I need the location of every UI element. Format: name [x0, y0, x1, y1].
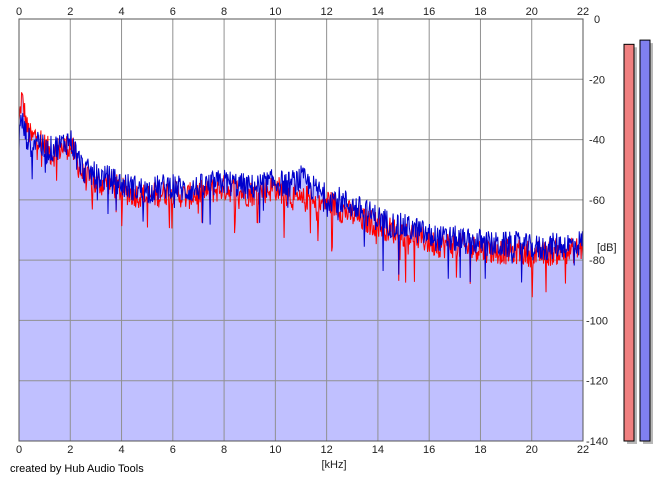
x-tick-label-top: 16: [423, 6, 435, 18]
x-tick-label-top: 14: [372, 6, 384, 18]
x-tick-label-top: 8: [221, 6, 227, 18]
x-tick-label-bottom: 4: [118, 444, 124, 456]
spectrum-area: [19, 92, 583, 441]
footer-credit: created by Hub Audio Tools: [10, 463, 144, 475]
y-tick-label: -120: [586, 376, 608, 388]
y-axis-label: [dB]: [597, 242, 617, 254]
level-meters: [623, 39, 653, 444]
x-tick-label-bottom: 20: [526, 444, 538, 456]
y-tick-label: -80: [589, 255, 605, 267]
y-tick-label: -100: [586, 315, 608, 327]
x-tick-label-top: 0: [16, 6, 22, 18]
x-tick-label-bottom: 10: [269, 444, 281, 456]
x-tick-label-top: 4: [118, 6, 124, 18]
x-tick-label-bottom: 2: [67, 444, 73, 456]
x-tick-label-bottom: 6: [170, 444, 176, 456]
x-tick-label-bottom: 18: [474, 444, 486, 456]
x-tick-label-top: 2: [67, 6, 73, 18]
y-tick-label: 0: [594, 14, 600, 26]
x-axis-label: [kHz]: [321, 459, 346, 471]
y-tick-label: -20: [589, 74, 605, 86]
x-tick-label-bottom: 8: [221, 444, 227, 456]
y-tick-label: -40: [589, 135, 605, 147]
level-meter-left: [623, 43, 635, 442]
series-line-blue: [18, 113, 584, 283]
plot-frame: [18, 18, 584, 442]
x-tick-label-top: 18: [474, 6, 486, 18]
x-tick-label-top: 12: [321, 6, 333, 18]
x-tick-label-bottom: 16: [423, 444, 435, 456]
x-tick-label-bottom: 22: [577, 444, 589, 456]
x-tick-label-top: 10: [269, 6, 281, 18]
x-tick-label-bottom: 0: [16, 444, 22, 456]
x-tick-label-bottom: 14: [372, 444, 384, 456]
y-tick-label: -140: [586, 436, 608, 448]
y-tick-labels: 0 -20 -40 -60 -80 -100 -120 -140: [586, 14, 608, 448]
x-tick-label-bottom: 12: [321, 444, 333, 456]
x-tick-label-top: 20: [526, 6, 538, 18]
x-tick-label-top: 22: [577, 6, 589, 18]
level-meter-right: [639, 39, 651, 442]
x-tick-label-top: 6: [170, 6, 176, 18]
spectrum-fill: [19, 92, 583, 441]
y-tick-label: -60: [589, 195, 605, 207]
series-lines: [18, 92, 584, 298]
